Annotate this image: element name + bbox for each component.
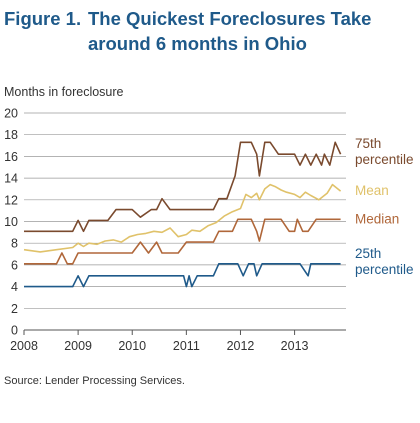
y-tick-label: 0 bbox=[11, 324, 18, 338]
figure-title-line-1: The Quickest Foreclosures Take bbox=[88, 8, 372, 29]
series-line-mean bbox=[23, 183, 342, 253]
series-line-25th-percentile bbox=[24, 262, 341, 288]
series-line-75th-percentile bbox=[24, 141, 342, 233]
x-tick-label: 2010 bbox=[118, 339, 146, 353]
x-tick-label: 2013 bbox=[281, 339, 309, 353]
y-tick-label: 16 bbox=[4, 150, 18, 164]
y-tick-label: 4 bbox=[11, 280, 18, 294]
y-tick-label: 12 bbox=[4, 193, 18, 207]
y-tick-label: 2 bbox=[11, 302, 18, 316]
y-axis-ticks: 0 2 4 6 8 10 12 14 16 18 20 bbox=[4, 107, 18, 338]
series-label: percentile bbox=[355, 152, 414, 167]
x-tick-label: 2009 bbox=[64, 339, 92, 353]
x-tick-label: 2012 bbox=[227, 339, 255, 353]
x-tick-label: 2008 bbox=[10, 339, 38, 353]
y-tick-label: 6 bbox=[11, 258, 18, 272]
y-tick-label: 10 bbox=[4, 215, 18, 229]
series-label: Mean bbox=[355, 183, 389, 198]
y-tick-label: 20 bbox=[4, 107, 18, 121]
x-axis-ticks: 2008 2009 2010 2011 2012 2013 bbox=[10, 330, 309, 353]
y-axis-label: Months in foreclosure bbox=[4, 85, 124, 99]
series-label: 75th bbox=[355, 136, 381, 151]
figure-label: Figure 1. bbox=[4, 8, 82, 29]
y-tick-label: 18 bbox=[4, 128, 18, 142]
data-series bbox=[23, 141, 342, 288]
series-label: 25th bbox=[355, 246, 381, 261]
y-tick-label: 14 bbox=[4, 172, 18, 186]
source-note: Source: Lender Processing Services. bbox=[4, 375, 185, 387]
series-line-median bbox=[24, 218, 341, 265]
series-label: percentile bbox=[355, 262, 414, 277]
gridlines bbox=[24, 112, 346, 309]
figure-title-line-2: around 6 months in Ohio bbox=[88, 33, 307, 54]
x-tick-label: 2011 bbox=[173, 339, 200, 353]
y-tick-label: 8 bbox=[11, 237, 18, 251]
series-label: Median bbox=[355, 211, 399, 226]
